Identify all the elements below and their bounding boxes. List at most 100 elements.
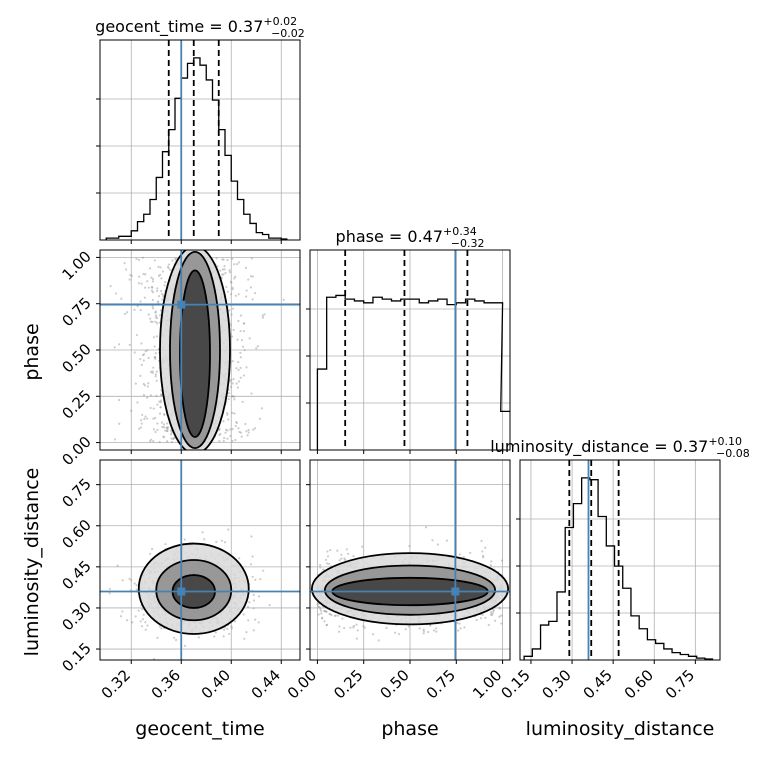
scatter-point	[161, 298, 164, 301]
scatter-point	[251, 575, 254, 578]
x-tick-label-phase: 0.00	[284, 666, 320, 702]
density-contour	[169, 250, 221, 450]
scatter-point	[321, 616, 324, 619]
scatter-point	[213, 635, 216, 638]
scatter-point	[491, 612, 494, 615]
scatter-point	[225, 285, 228, 289]
scatter-point	[223, 265, 226, 268]
scatter-point	[245, 430, 248, 433]
scatter-point	[151, 298, 154, 302]
scatter-point	[214, 631, 217, 634]
x-tick-label-geocent-time: 0.40	[198, 666, 234, 702]
scatter-point	[251, 555, 254, 558]
scatter-point	[494, 619, 497, 622]
scatter-point	[148, 267, 152, 270]
scatter-point	[141, 413, 144, 417]
scatter-point	[241, 345, 245, 348]
x-tick-label-luminosity-distance: 0.75	[662, 666, 698, 702]
scatter-point	[490, 560, 493, 563]
scatter-point	[156, 287, 159, 290]
scatter-point	[121, 610, 124, 613]
scatter-point	[218, 440, 221, 443]
scatter-point	[119, 615, 123, 618]
scatter-point	[355, 623, 358, 626]
scatter-point	[154, 311, 157, 314]
scatter-point	[174, 638, 178, 642]
scatter-point	[319, 566, 322, 569]
scatter-point	[219, 432, 222, 436]
scatter-point	[224, 431, 227, 434]
scatter-point	[231, 286, 234, 289]
scatter-point	[160, 627, 163, 630]
scatter-point	[239, 356, 242, 359]
scatter-point	[159, 406, 162, 409]
scatter-point	[363, 626, 366, 629]
scatter-point	[147, 286, 150, 289]
scatter-point	[154, 416, 157, 420]
diagonal-title-geocent-time: geocent_time = 0.37+0.02 −0.02	[95, 15, 305, 40]
scatter-point	[152, 336, 156, 339]
scatter-point	[133, 308, 136, 311]
scatter-point	[142, 359, 145, 362]
scatter-point	[431, 539, 434, 542]
scatter-point	[140, 282, 143, 285]
scatter-point	[155, 322, 159, 325]
scatter-point	[445, 539, 449, 542]
scatter-point	[317, 605, 320, 608]
scatter-point	[183, 644, 186, 648]
scatter-point	[236, 262, 239, 266]
scatter-point	[336, 549, 339, 552]
scatter-point	[139, 300, 142, 303]
histogram-step-line	[316, 294, 510, 450]
scatter-point	[253, 292, 257, 295]
scatter-point	[159, 289, 163, 293]
x-tick-label-luminosity-distance: 0.30	[539, 666, 575, 702]
scatter-point	[221, 268, 225, 271]
scatter-point	[230, 625, 233, 628]
scatter-point	[215, 540, 218, 544]
scatter-point	[154, 352, 157, 355]
scatter-point	[325, 610, 328, 613]
scatter-point	[434, 627, 438, 630]
scatter-point	[422, 632, 425, 635]
scatter-point	[144, 350, 147, 353]
scatter-point	[130, 409, 133, 412]
scatter-point	[158, 440, 161, 444]
scatter-point	[153, 259, 156, 262]
scatter-point	[172, 636, 176, 639]
density-contour	[310, 552, 510, 626]
scatter-point	[170, 431, 173, 434]
scatter-point	[361, 545, 364, 548]
scatter-point	[475, 618, 478, 622]
scatter-point	[135, 584, 138, 587]
scatter-point	[325, 623, 329, 626]
scatter-point	[252, 593, 255, 596]
scatter-point	[134, 382, 137, 385]
scatter-point	[133, 351, 136, 354]
scatter-point	[229, 324, 233, 327]
scatter-point	[220, 539, 224, 542]
scatter-point	[254, 618, 257, 621]
scatter-point	[233, 277, 236, 280]
scatter-point	[249, 286, 252, 289]
scatter-point	[347, 552, 350, 556]
scatter-point	[345, 548, 348, 551]
scatter-point	[147, 356, 150, 360]
scatter-point	[263, 313, 266, 316]
scatter-point	[261, 316, 265, 319]
scatter-point	[150, 276, 153, 279]
scatter-point	[203, 538, 206, 541]
scatter-point	[223, 436, 226, 439]
scatter-point	[152, 366, 155, 369]
scatter-point	[149, 317, 152, 320]
scatter-point	[492, 610, 495, 613]
diagonal-title-phase: phase = 0.47+0.34 −0.32	[336, 225, 485, 250]
scatter-point	[326, 550, 329, 553]
scatter-point	[338, 625, 341, 628]
scatter-point	[222, 420, 225, 423]
scatter-point	[230, 378, 233, 382]
scatter-point	[152, 407, 155, 410]
scatter-point	[154, 320, 157, 323]
scatter-point	[222, 258, 225, 261]
scatter-point	[233, 398, 236, 401]
